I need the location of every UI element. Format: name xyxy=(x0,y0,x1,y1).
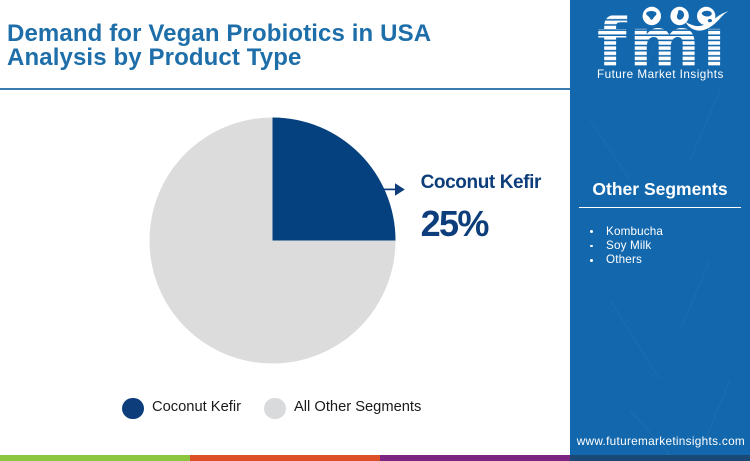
logo-swoosh xyxy=(685,11,729,31)
legend-label-all-other-segments: All Other Segments xyxy=(294,398,422,415)
list-item: Soy Milk xyxy=(570,239,750,253)
website-url[interactable]: www.futuremarketinsights.com xyxy=(576,433,746,448)
legend-swatch-all-other-segments[interactable] xyxy=(264,397,286,420)
pie-slice-coconut-kefir[interactable] xyxy=(272,117,396,241)
footer-strip-purple xyxy=(380,454,570,461)
legend-swatch-coconut-kefir[interactable] xyxy=(122,397,145,420)
callout-arrow xyxy=(383,183,405,196)
legend-label-coconut-kefir: Coconut Kefir xyxy=(152,398,241,415)
fmi-logo[interactable]: fmı Future Market Insights xyxy=(570,0,750,90)
footer-strip-green xyxy=(0,454,190,461)
page-title: Demand for Vegan Probiotics in USA Analy… xyxy=(7,19,432,72)
pie-chart xyxy=(149,117,405,364)
callout-label: Coconut Kefir xyxy=(420,172,542,193)
other-segments-list: Kombucha Soy Milk Others xyxy=(570,225,750,268)
globe-icon-europe xyxy=(670,6,689,26)
list-item: Others xyxy=(570,253,750,267)
footer-strip-orange xyxy=(190,454,380,461)
sidebar: fmı Future Market Insights Other Segment… xyxy=(570,0,750,461)
logo-tagline: Future Market Insights xyxy=(597,68,723,81)
other-segments-underline xyxy=(579,206,742,209)
title-underline xyxy=(0,88,570,90)
list-item: Kombucha xyxy=(570,225,750,239)
footer-strip-navy xyxy=(570,454,750,461)
callout-value: 25% xyxy=(420,203,490,244)
other-segments-heading: Other Segments xyxy=(592,179,728,200)
sidebar-texture xyxy=(609,299,731,456)
globe-icon-asia xyxy=(697,6,716,26)
globe-icon-americas xyxy=(642,6,661,26)
